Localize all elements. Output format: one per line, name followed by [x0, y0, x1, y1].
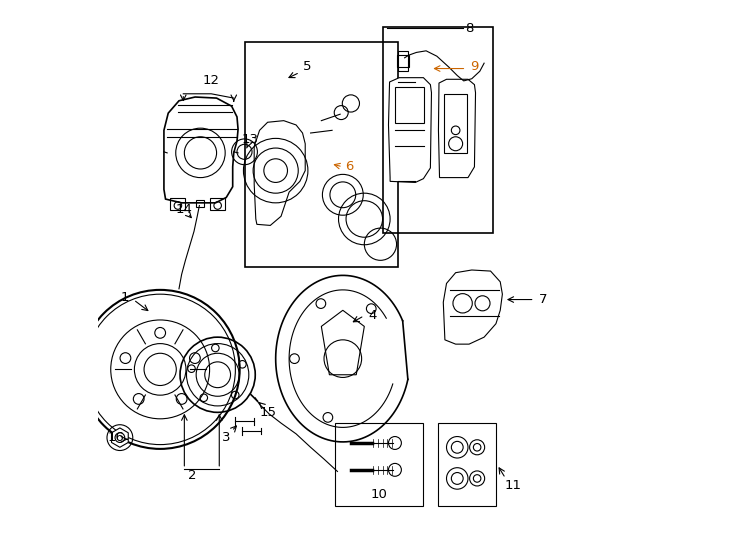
Text: 15: 15 — [259, 406, 276, 419]
Text: 4: 4 — [368, 309, 377, 322]
Text: 8: 8 — [465, 22, 473, 35]
Text: 9: 9 — [470, 60, 479, 73]
Polygon shape — [112, 428, 128, 447]
Bar — [444, 94, 468, 153]
Bar — [396, 87, 424, 123]
Polygon shape — [388, 78, 432, 183]
Bar — [383, 26, 493, 233]
Text: 1: 1 — [121, 292, 129, 305]
Bar — [335, 423, 424, 507]
Polygon shape — [438, 79, 476, 178]
Text: 2: 2 — [188, 469, 197, 482]
Polygon shape — [443, 270, 502, 344]
Bar — [244, 42, 398, 267]
Text: 7: 7 — [539, 293, 548, 306]
Bar — [170, 198, 186, 210]
Polygon shape — [164, 97, 238, 203]
Text: 11: 11 — [504, 480, 522, 492]
Bar — [210, 198, 225, 210]
Text: 13: 13 — [241, 133, 258, 146]
Bar — [196, 200, 204, 207]
Text: 5: 5 — [302, 60, 311, 73]
Text: 6: 6 — [346, 160, 354, 173]
Text: 10: 10 — [371, 488, 388, 501]
Bar — [396, 55, 410, 68]
Text: 16: 16 — [107, 431, 124, 444]
Text: 14: 14 — [176, 204, 193, 217]
Bar — [438, 423, 496, 507]
Bar — [398, 51, 408, 71]
Text: 3: 3 — [222, 431, 230, 444]
Text: 12: 12 — [203, 75, 219, 87]
